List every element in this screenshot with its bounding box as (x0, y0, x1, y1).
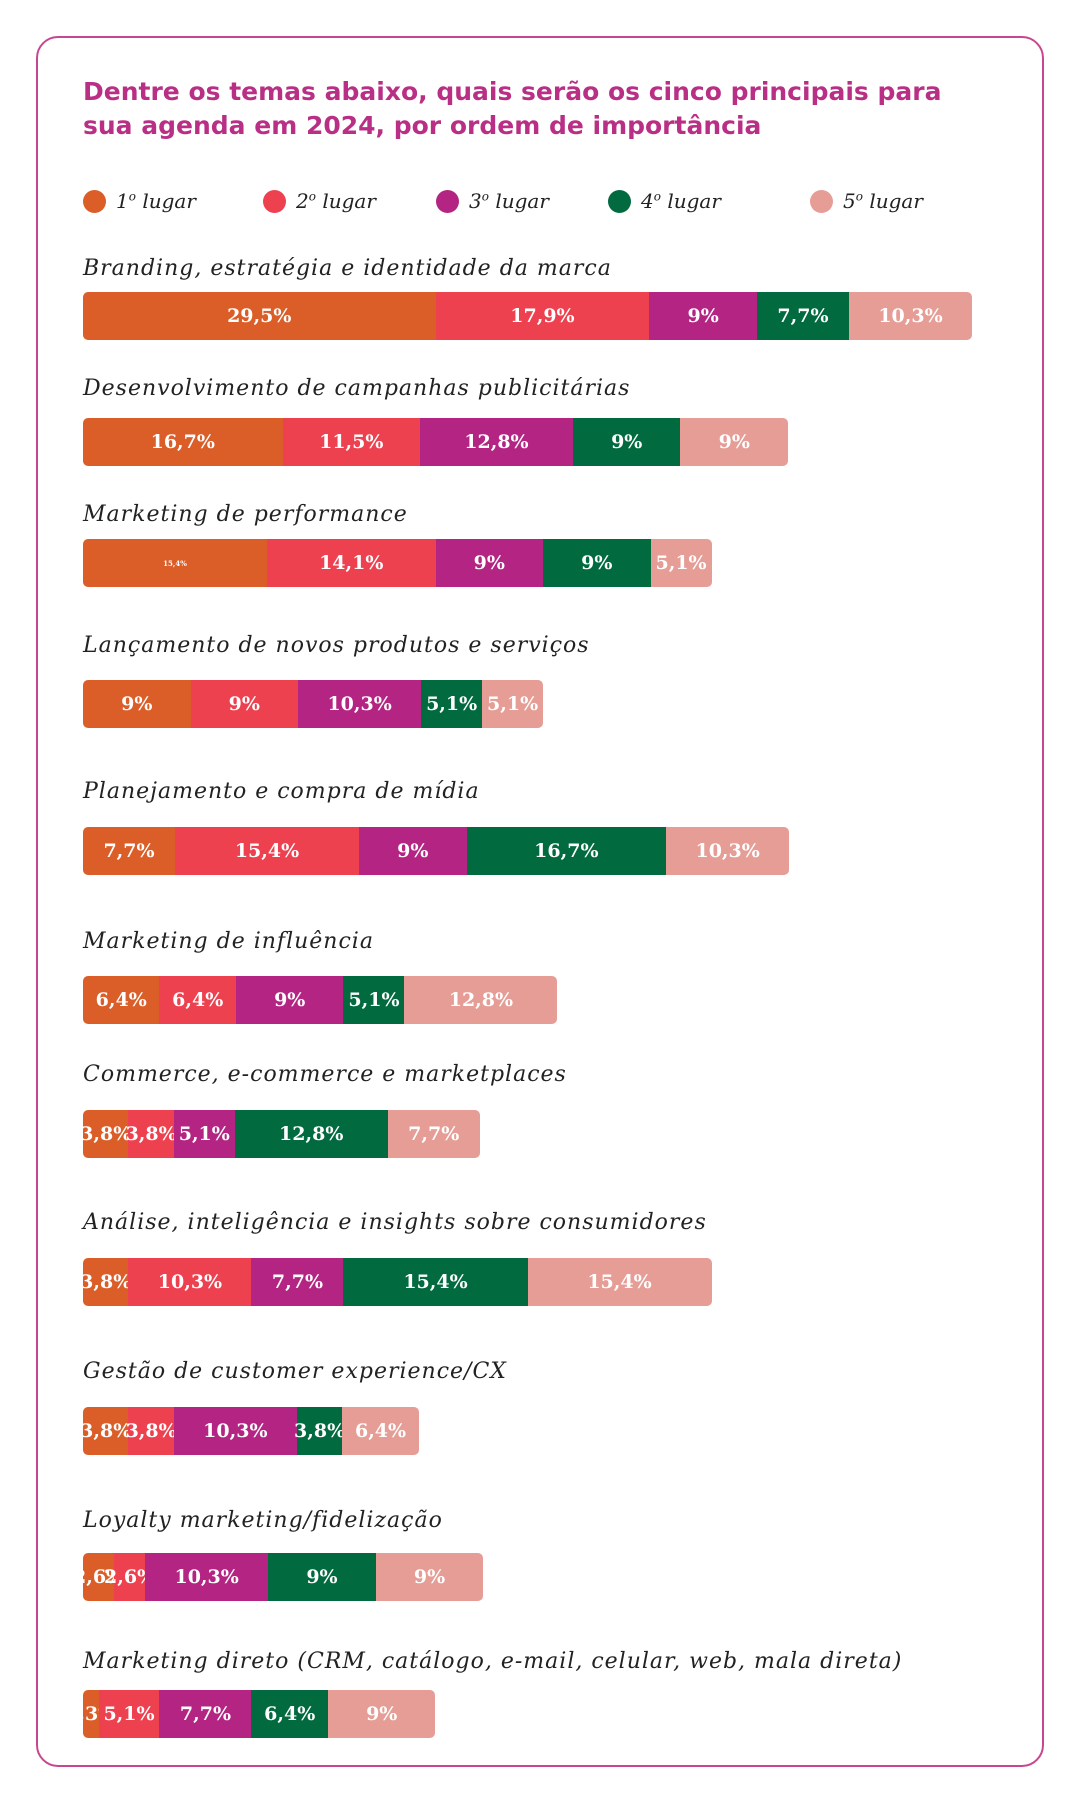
legend-label: 2o lugar (296, 189, 376, 213)
bar-segment: 16,7% (466, 827, 667, 875)
legend-item: 4o lugar (608, 186, 721, 216)
bar-segment: 9% (83, 680, 191, 728)
stacked-bar: 3,8% 3,8% 5,1% 12,8% 7,7% (83, 1110, 480, 1158)
legend-swatch (810, 189, 833, 213)
category-label: Análise, inteligência e insights sobre c… (83, 1210, 707, 1235)
bar-segment: 11,5% (282, 418, 420, 466)
bar-segment: 9% (190, 680, 299, 728)
stacked-bar: 15,4% 14,1% 9% 9% 5,1% (83, 539, 712, 587)
bar-segment: 5,1% (173, 1110, 235, 1158)
stacked-bar: 7,7% 15,4% 9% 16,7% 10,3% (83, 827, 790, 875)
legend-item: 3o lugar (436, 186, 549, 216)
card-frame (36, 36, 1044, 1767)
stacked-bar: 29,5% 17,9% 9% 7,7% 10,3% (83, 292, 973, 340)
bar-segment: 14,1% (267, 539, 436, 587)
bar-segment: 3,8% (126, 1110, 177, 1158)
bar-segment: 7,7% (159, 1690, 252, 1738)
legend: 1o lugar 2o lugar 3o lugar 4o lugar 5o lugar (0, 186, 1080, 216)
stacked-bar: 1,3%5,1%7,7%6,4%9% (83, 1690, 436, 1738)
bar-segment: 9% (680, 418, 789, 466)
bar-segment: 6,4% (342, 1407, 419, 1455)
bar-segment: 7,7% (387, 1110, 480, 1158)
bar-segment: 9% (572, 418, 681, 466)
legend-swatch (263, 189, 286, 213)
bar-segment: 10,3% (666, 827, 790, 875)
category-label: Loyalty marketing/fidelização (83, 1508, 443, 1533)
legend-item: 2o lugar (263, 186, 376, 216)
category-label: Branding, estratégia e identidade da mar… (83, 256, 612, 281)
bar-segment: 5,1% (650, 539, 712, 587)
bar-segment: 5,1% (421, 680, 483, 728)
bar-segment: 17,9% (435, 292, 650, 340)
bar-segment: 16,7% (83, 418, 283, 466)
bar-segment: 7,7% (756, 292, 849, 340)
bar-segment: 15,4% (527, 1258, 712, 1306)
bar-segment: 3,8% (126, 1407, 177, 1455)
bar-segment: 9% (375, 1553, 484, 1601)
bar-segment: 15,4% (83, 539, 268, 587)
category-label: Marketing de influência (83, 929, 374, 954)
bar-segment: 7,7% (83, 827, 175, 875)
stacked-bar: 3,8% 10,3% 7,7% 15,4% 15,4% (83, 1258, 712, 1306)
bar-segment: 10,3% (848, 292, 973, 340)
bar-segment: 1,3% (83, 1690, 116, 1738)
category-label: Planejamento e compra de mídia (83, 779, 480, 804)
bar-segment: 2,6% (83, 1553, 124, 1601)
bar-segment: 9% (649, 292, 757, 340)
legend-item: 5o lugar (810, 186, 923, 216)
category-label: Marketing direto (CRM, catálogo, e-mail,… (83, 1649, 903, 1674)
bar-segment: 9% (268, 1553, 376, 1601)
bar-segment: 3,8% (294, 1407, 345, 1455)
bar-segment: 7,7% (251, 1258, 344, 1306)
legend-label: 1o lugar (116, 189, 196, 213)
legend-item: 1o lugar (83, 186, 196, 216)
category-label: Marketing de performance (83, 502, 408, 527)
bar-segment: 12,8% (419, 418, 573, 466)
bar-segment: 10,3% (128, 1258, 252, 1306)
category-label: Commerce, e-commerce e marketplaces (83, 1062, 567, 1087)
bar-segment: 6,4% (251, 1690, 328, 1738)
bar-segment: 15,4% (343, 1258, 528, 1306)
chart-title: Dentre os temas abaixo, quais serão os c… (83, 77, 942, 140)
stacked-bar: 16,7% 11,5% 12,8% 9% 9% (83, 418, 789, 466)
bar-segment: 9% (359, 827, 467, 875)
stacked-bar: 2,6%2,6%10,3%9%9% (83, 1553, 484, 1601)
bar-segment: 2,6% (104, 1553, 155, 1601)
bar-segment: 10,3% (298, 680, 422, 728)
bar-segment: 9% (327, 1690, 436, 1738)
bar-segment: 6,4% (159, 976, 236, 1024)
legend-swatch (83, 189, 106, 213)
category-label: Lançamento de novos produtos e serviços (83, 633, 590, 658)
bar-segment: 3,8% (83, 1407, 131, 1455)
bar-segment: 3,8% (83, 1110, 131, 1158)
bar-segment: 6,4% (83, 976, 160, 1024)
legend-label: 5o lugar (843, 189, 923, 213)
stacked-bar: 3,8% 3,8% 10,3% 3,8% 6,4% (83, 1407, 419, 1455)
bar-segment: 9% (543, 539, 651, 587)
legend-swatch (436, 189, 459, 213)
bar-segment: 5,1% (482, 680, 544, 728)
bar-segment: 9% (435, 539, 544, 587)
bar-segment: 9% (235, 976, 344, 1024)
bar-segment: 10,3% (173, 1407, 297, 1455)
bar-segment: 12,8% (404, 976, 558, 1024)
bar-segment: 5,1% (343, 976, 405, 1024)
legend-label: 3o lugar (469, 189, 549, 213)
bar-segment: 12,8% (234, 1110, 388, 1158)
bar-segment: 5,1% (98, 1690, 160, 1738)
bar-segment: 29,5% (83, 292, 436, 340)
bar-segment: 15,4% (175, 827, 360, 875)
bar-segment: 10,3% (145, 1553, 269, 1601)
category-label: Gestão de customer experience/CX (83, 1359, 507, 1384)
bar-segment: 3,8% (83, 1258, 131, 1306)
legend-label: 4o lugar (641, 189, 721, 213)
stacked-bar: 9% 9% 10,3% 5,1% 5,1% (83, 680, 544, 728)
legend-swatch (608, 189, 631, 213)
category-label: Desenvolvimento de campanhas publicitári… (83, 376, 631, 401)
stacked-bar: 6,4% 6,4% 9% 5,1% 12,8% (83, 976, 558, 1024)
